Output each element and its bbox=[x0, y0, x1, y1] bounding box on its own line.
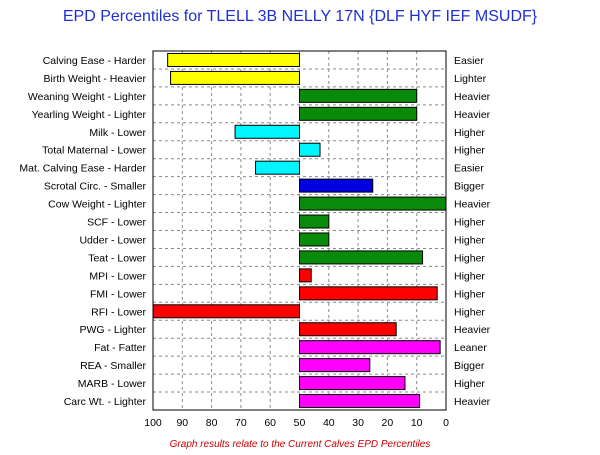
row-direction-label: Higher bbox=[454, 288, 485, 300]
bar-pwg-lighter bbox=[299, 322, 397, 337]
row-label: REA - Smaller bbox=[80, 360, 146, 372]
bar-cow-weight-lighter bbox=[299, 196, 447, 211]
bar-total-maternal-lower bbox=[299, 142, 321, 157]
row-direction-label: Bigger bbox=[454, 181, 485, 193]
row-direction-label: Leaner bbox=[454, 342, 487, 354]
x-tick-label: 90 bbox=[176, 417, 188, 429]
row-direction-label: Easier bbox=[454, 163, 484, 175]
row-label: Weaning Weight - Lighter bbox=[28, 91, 147, 103]
row-direction-label: Higher bbox=[454, 252, 485, 264]
row-direction-label: Higher bbox=[454, 234, 485, 246]
x-tick-label: 80 bbox=[206, 417, 218, 429]
row-direction-label: Higher bbox=[454, 270, 485, 282]
row-direction-label: Higher bbox=[454, 378, 485, 390]
x-tick-label: 70 bbox=[235, 417, 247, 429]
row-direction-label: Heavier bbox=[454, 91, 491, 103]
row-direction-label: Lighter bbox=[454, 73, 487, 85]
bar-calving-ease-harder bbox=[167, 52, 300, 67]
x-tick-label: 30 bbox=[352, 417, 364, 429]
row-label: MPI - Lower bbox=[89, 270, 146, 282]
row-label: Teat - Lower bbox=[88, 252, 146, 264]
bar-scrotal-circ-smaller bbox=[299, 178, 374, 193]
x-tick-label: 50 bbox=[294, 417, 306, 429]
row-label: Yearling Weight - Lighter bbox=[32, 109, 147, 121]
row-label: Calving Ease - Harder bbox=[43, 55, 147, 67]
plot-frame bbox=[152, 50, 447, 411]
bar-mat-calving-ease-harder bbox=[255, 160, 301, 175]
x-tick-label: 20 bbox=[382, 417, 394, 429]
x-tick-label: 100 bbox=[144, 417, 162, 429]
row-direction-label: Higher bbox=[454, 127, 485, 139]
x-tick-label: 60 bbox=[264, 417, 276, 429]
bar-birth-weight-heavier bbox=[170, 70, 300, 85]
row-label: RFI - Lower bbox=[91, 306, 146, 318]
x-tick-label: 10 bbox=[411, 417, 423, 429]
bar-weaning-weight-lighter bbox=[299, 88, 418, 103]
row-direction-label: Easier bbox=[454, 55, 484, 67]
row-direction-label: Higher bbox=[454, 306, 485, 318]
row-label: SCF - Lower bbox=[87, 217, 146, 229]
bar-milk-lower bbox=[234, 124, 300, 139]
row-label: Birth Weight - Heavier bbox=[43, 73, 146, 85]
row-label: FMI - Lower bbox=[90, 288, 147, 300]
row-direction-label: Heavier bbox=[454, 199, 491, 211]
row-direction-label: Heavier bbox=[454, 396, 491, 408]
row-label: Mat. Calving Ease - Harder bbox=[19, 163, 146, 175]
row-direction-label: Bigger bbox=[454, 360, 485, 372]
row-label: Scrotal Circ. - Smaller bbox=[44, 181, 147, 193]
bar-rea-smaller bbox=[299, 358, 371, 373]
row-labels: Calving Ease - Harder Easier Birth Weight … bbox=[19, 55, 490, 408]
bar-fmi-lower bbox=[299, 286, 438, 301]
bar-carc-wt-lighter bbox=[299, 394, 421, 409]
bar-fat-fatter bbox=[299, 340, 441, 355]
bar-scf-lower bbox=[299, 214, 330, 229]
row-label: Fat - Fatter bbox=[94, 342, 146, 354]
row-direction-label: Higher bbox=[454, 217, 485, 229]
row-direction-label: Heavier bbox=[454, 109, 491, 121]
row-label: PWG - Lighter bbox=[79, 324, 146, 336]
row-direction-label: Higher bbox=[454, 145, 485, 157]
row-label: Udder - Lower bbox=[79, 234, 146, 246]
row-label: MARB - Lower bbox=[78, 378, 147, 390]
row-label: Total Maternal - Lower bbox=[42, 145, 146, 157]
bar-teat-lower bbox=[299, 250, 424, 265]
chart-footnote: Graph results relate to the Current Calv… bbox=[170, 439, 431, 450]
row-label: Milk - Lower bbox=[89, 127, 146, 139]
x-tick-label: 0 bbox=[443, 417, 449, 429]
bar-udder-lower bbox=[299, 232, 330, 247]
row-label: Cow Weight - Lighter bbox=[48, 199, 146, 211]
chart-title: EPD Percentiles for TLELL 3B NELLY 17N {… bbox=[63, 8, 538, 25]
x-tick-label: 40 bbox=[323, 417, 335, 429]
row-direction-label: Heavier bbox=[454, 324, 491, 336]
bar-rfi-lower bbox=[152, 304, 300, 319]
row-label: Carc Wt. - Lighter bbox=[64, 396, 147, 408]
bar-marb-lower bbox=[299, 376, 406, 391]
x-axis-ticks: 100 90 80 70 60 50 40 30 20 10 0 bbox=[144, 417, 449, 429]
bar-mpi-lower bbox=[299, 268, 312, 283]
bar-yearling-weight-lighter bbox=[299, 106, 418, 121]
grid-lines bbox=[152, 51, 447, 410]
